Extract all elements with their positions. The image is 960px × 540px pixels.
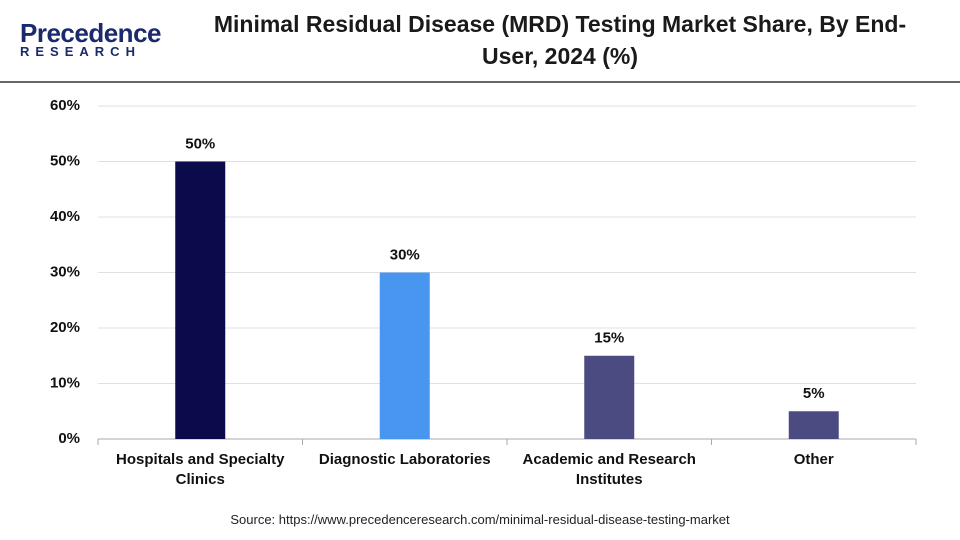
bar — [379, 272, 430, 439]
y-tick-label: 10% — [50, 374, 80, 391]
logo-tagline: RESEARCH — [20, 44, 141, 59]
y-tick-label: 60% — [50, 97, 80, 114]
bar — [175, 161, 226, 439]
source-note: Source: https://www.precedenceresearch.c… — [230, 512, 730, 527]
value-label: 5% — [803, 385, 825, 402]
y-tick-label: 40% — [50, 208, 80, 225]
value-label: 30% — [390, 246, 420, 263]
y-tick-label: 50% — [50, 152, 80, 169]
value-label: 15% — [594, 330, 624, 347]
bar — [788, 411, 839, 439]
bar — [584, 355, 635, 439]
x-tick-label: Hospitals and Specialty Clinics — [116, 451, 285, 488]
y-tick-label: 0% — [58, 430, 80, 447]
x-tick-label: Academic and Research Institutes — [522, 451, 696, 488]
value-label: 50% — [185, 135, 215, 152]
logo-name: Precedence — [20, 18, 161, 48]
chart-title: Minimal Residual Disease (MRD) Testing M… — [213, 11, 907, 69]
y-tick-label: 20% — [50, 319, 80, 336]
y-tick-label: 30% — [50, 263, 80, 280]
x-tick-label: Diagnostic Laboratories — [318, 451, 491, 468]
x-tick-label: Other — [793, 451, 834, 468]
